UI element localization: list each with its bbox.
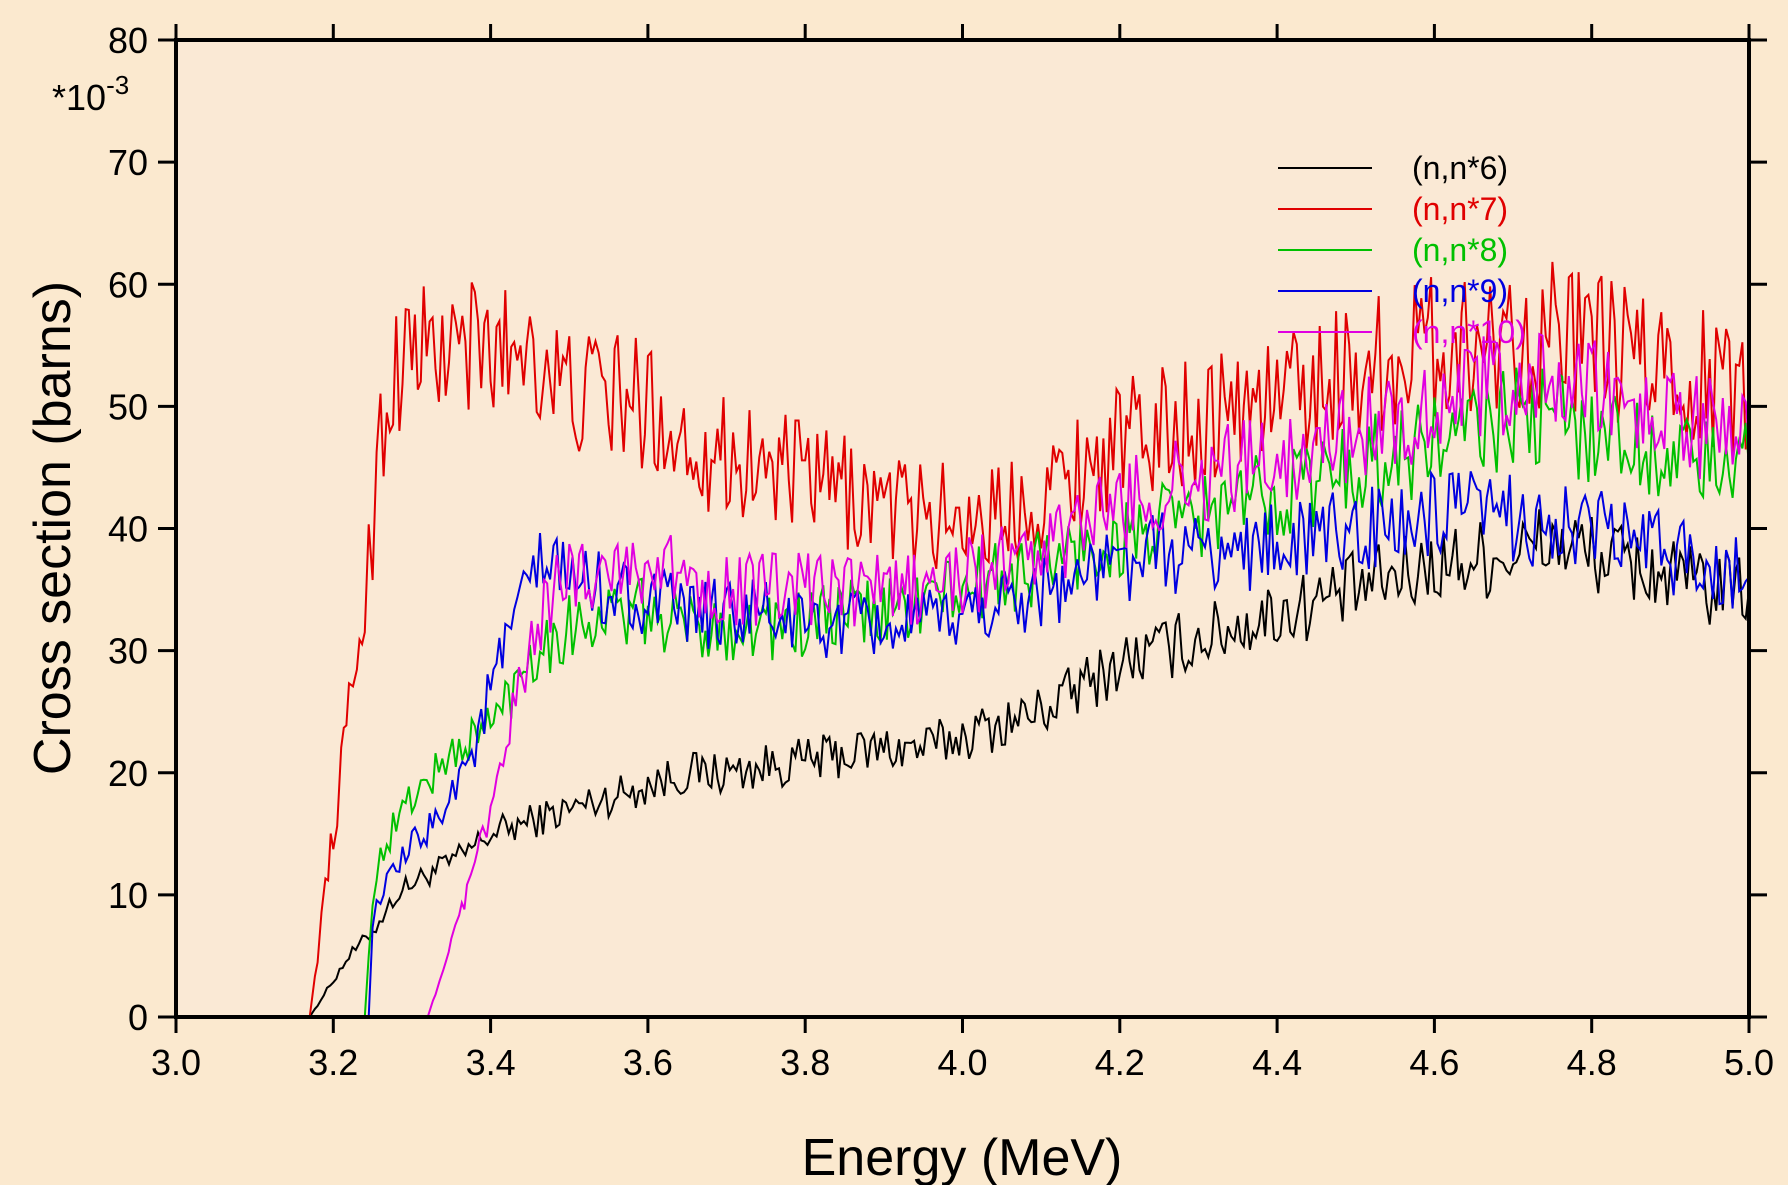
x-tick-label: 4.6: [1409, 1042, 1459, 1083]
y-tick-label: 0: [128, 997, 148, 1038]
x-tick-label: 3.6: [623, 1042, 673, 1083]
series-line-1: [308, 509, 1750, 1018]
series-line-5: [426, 332, 1750, 1018]
series-line-2: [308, 261, 1750, 1018]
x-axis-title: Energy (MeV): [802, 1129, 1123, 1185]
x-tick-label: 3.2: [308, 1042, 358, 1083]
x-tick-label: 5.0: [1724, 1042, 1774, 1083]
tick-layer: [158, 24, 1767, 1033]
series-line-4: [367, 469, 1750, 1018]
y-tick-label: 50: [108, 386, 148, 427]
plot-background: [176, 40, 1749, 1017]
legend-label-1: (n,n*6): [1412, 150, 1508, 186]
x-tick-label: 4.8: [1567, 1042, 1617, 1083]
y-multiplier-label: *10-3: [52, 70, 129, 118]
legend-label-5: (n,n*10): [1412, 314, 1526, 350]
y-tick-label: 30: [108, 631, 148, 672]
tick-label-layer: 3.0 3.2 3.4 3.6 3.8 4.0 4.2 4.4 4.6 4.8 5.0 0 10 20 30…: [108, 20, 1774, 1083]
y-tick-label: 10: [108, 875, 148, 916]
x-tick-label: 3.0: [151, 1042, 201, 1083]
series-layer: [308, 261, 1750, 1018]
y-axis-title: Cross section (barns): [24, 281, 82, 775]
y-tick-label: 20: [108, 753, 148, 794]
x-tick-label: 4.2: [1095, 1042, 1145, 1083]
y-tick-label: 40: [108, 509, 148, 550]
legend-label-3: (n,n*8): [1412, 232, 1508, 268]
x-tick-label: 3.8: [780, 1042, 830, 1083]
y-tick-label: 80: [108, 20, 148, 61]
y-tick-label: 60: [108, 264, 148, 305]
x-tick-label: 4.4: [1252, 1042, 1302, 1083]
x-tick-label: 3.4: [466, 1042, 516, 1083]
legend: (n,n*6) (n,n*7) (n,n*8) (n,n*9) (n,n*10): [1278, 150, 1526, 350]
x-tick-label: 4.0: [937, 1042, 987, 1083]
legend-label-2: (n,n*7): [1412, 191, 1508, 227]
y-tick-label: 70: [108, 142, 148, 183]
legend-label-4: (n,n*9): [1412, 273, 1508, 309]
